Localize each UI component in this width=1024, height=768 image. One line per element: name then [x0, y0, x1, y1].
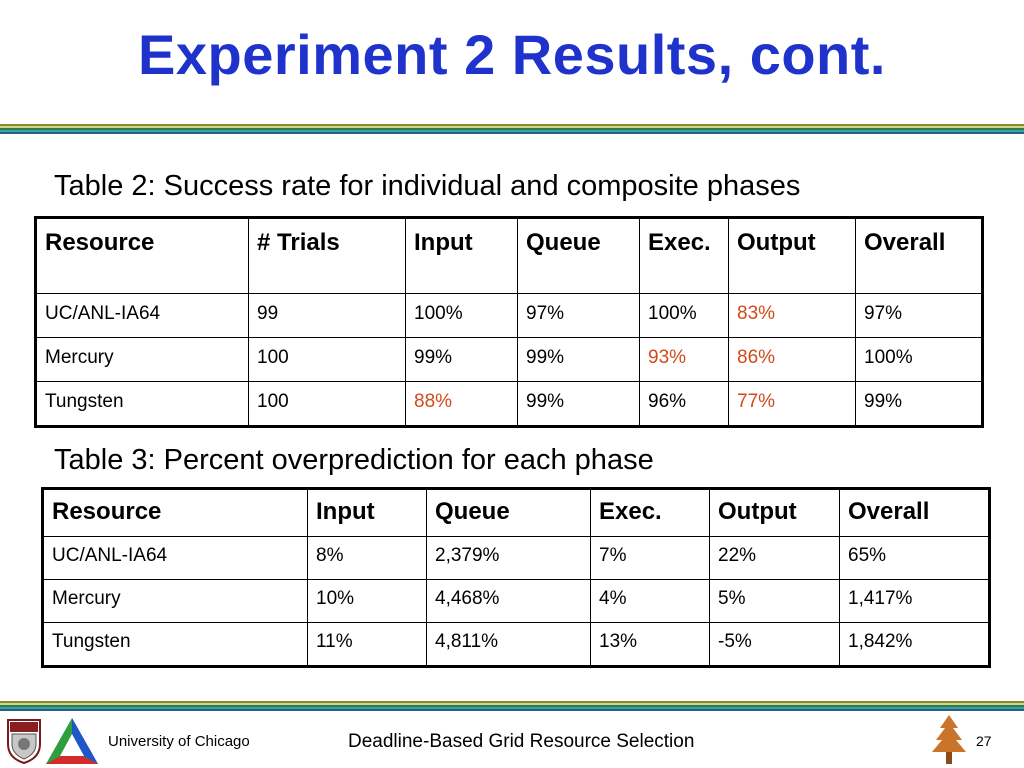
table-cell: -5% — [709, 622, 840, 667]
table-cell: 4,811% — [426, 622, 591, 667]
success-rate-table: Resource # Trials Input Queue Exec. Outp… — [34, 216, 984, 428]
table-row: Tungsten 100 88% 99% 96% 77% 99% — [35, 381, 983, 427]
slide-title: Experiment 2 Results, cont. — [138, 23, 886, 86]
table-cell: 100% — [855, 337, 983, 382]
table-cell: 4% — [590, 579, 710, 623]
table-cell: 7% — [590, 536, 710, 580]
table-cell-highlighted: 86% — [728, 337, 856, 382]
table-cell: Mercury — [42, 579, 308, 623]
column-header: Input — [307, 488, 427, 537]
top-divider-band — [0, 124, 1024, 134]
table-cell: 100% — [639, 293, 729, 338]
stanford-tree-logo-icon — [932, 715, 966, 764]
column-header: Queue — [517, 217, 640, 294]
table-cell: 100 — [248, 337, 406, 382]
university-seal-icon — [7, 719, 41, 764]
table-cell: Tungsten — [35, 381, 249, 427]
table-cell: Tungsten — [42, 622, 308, 667]
table-cell: 99 — [248, 293, 406, 338]
column-header: Output — [728, 217, 856, 294]
table-cell: 1,842% — [839, 622, 990, 667]
column-header: Output — [709, 488, 840, 537]
table-cell: 8% — [307, 536, 427, 580]
bottom-divider-band — [0, 701, 1024, 711]
table-cell: UC/ANL-IA64 — [42, 536, 308, 580]
table-cell: 99% — [405, 337, 518, 382]
table-header-row: Resource # Trials Input Queue Exec. Outp… — [35, 217, 983, 294]
table-cell-highlighted: 88% — [405, 381, 518, 427]
overprediction-table: Resource Input Queue Exec. Output Overal… — [41, 487, 991, 668]
column-header: # Trials — [248, 217, 406, 294]
table-row: Mercury 10% 4,468% 4% 5% 1,417% — [42, 579, 990, 623]
column-header: Overall — [839, 488, 990, 537]
table-cell: 5% — [709, 579, 840, 623]
column-header: Resource — [35, 217, 249, 294]
table-cell: UC/ANL-IA64 — [35, 293, 249, 338]
column-header: Exec. — [639, 217, 729, 294]
table-cell-highlighted: 83% — [728, 293, 856, 338]
table-row: Mercury 100 99% 99% 93% 86% 100% — [35, 337, 983, 382]
table3-caption: Table 3: Percent overprediction for each… — [54, 444, 654, 476]
column-header: Exec. — [590, 488, 710, 537]
table-row: Tungsten 11% 4,811% 13% -5% 1,842% — [42, 622, 990, 667]
table-cell: 99% — [517, 337, 640, 382]
table2-caption: Table 2: Success rate for individual and… — [54, 170, 801, 202]
table-cell: 97% — [517, 293, 640, 338]
table-cell-highlighted: 77% — [728, 381, 856, 427]
table-cell: Mercury — [35, 337, 249, 382]
page-number: 27 — [976, 733, 992, 749]
argonne-triangle-logo-icon — [46, 718, 98, 764]
table-cell: 100 — [248, 381, 406, 427]
table-cell: 97% — [855, 293, 983, 338]
university-name: University of Chicago — [108, 733, 250, 750]
table-row: UC/ANL-IA64 8% 2,379% 7% 22% 65% — [42, 536, 990, 580]
presentation-title: Deadline-Based Grid Resource Selection — [348, 731, 695, 752]
table-cell: 11% — [307, 622, 427, 667]
column-header: Overall — [855, 217, 983, 294]
table-cell: 100% — [405, 293, 518, 338]
column-header: Input — [405, 217, 518, 294]
table-cell: 1,417% — [839, 579, 990, 623]
table-cell: 10% — [307, 579, 427, 623]
table-cell: 22% — [709, 536, 840, 580]
table-cell: 96% — [639, 381, 729, 427]
table-header-row: Resource Input Queue Exec. Output Overal… — [42, 488, 990, 537]
table-row: UC/ANL-IA64 99 100% 97% 100% 83% 97% — [35, 293, 983, 338]
table-cell: 13% — [590, 622, 710, 667]
column-header: Resource — [42, 488, 308, 537]
table-cell: 2,379% — [426, 536, 591, 580]
table-cell: 4,468% — [426, 579, 591, 623]
table-cell: 99% — [855, 381, 983, 427]
column-header: Queue — [426, 488, 591, 537]
table-cell-highlighted: 93% — [639, 337, 729, 382]
table-cell: 65% — [839, 536, 990, 580]
table-cell: 99% — [517, 381, 640, 427]
